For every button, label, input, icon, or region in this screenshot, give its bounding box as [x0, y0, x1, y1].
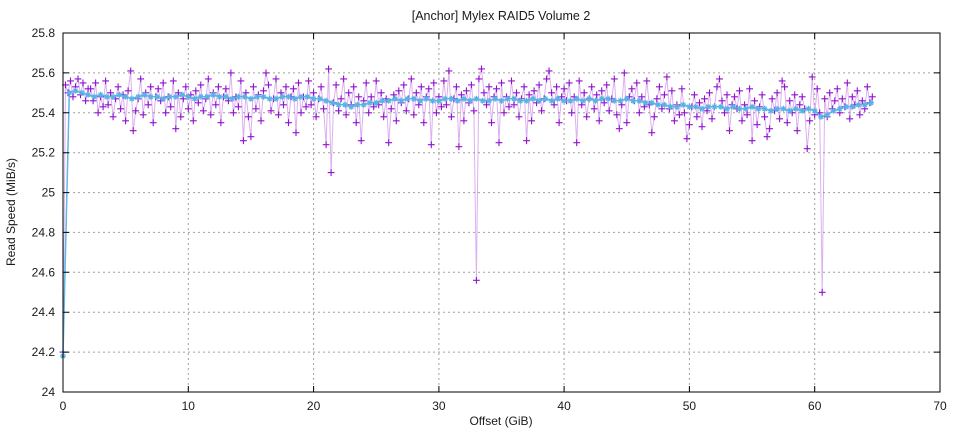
x-axis-label: Offset (GiB)	[469, 414, 532, 428]
x-tick-label: 10	[182, 399, 196, 413]
y-tick-label: 25	[42, 186, 56, 200]
y-tick-label: 25.2	[32, 146, 56, 160]
series	[59, 65, 876, 360]
x-tick-label: 70	[933, 399, 947, 413]
y-tick-label: 25.8	[32, 26, 56, 40]
y-tick-label: 24.8	[32, 225, 56, 239]
tick-labels: 0 10 20 30 40 50 60 70 24 24.2 24.4 24.6 24.8 25 25.2 2…	[32, 26, 947, 413]
y-tick-label: 25.4	[32, 106, 56, 120]
y-axis-label: Read Speed (MiB/s)	[4, 158, 18, 266]
x-tick-label: 20	[307, 399, 321, 413]
y-tick-label: 24.2	[32, 345, 56, 359]
y-tick-label: 24.4	[32, 305, 56, 319]
y-tick-label: 24	[42, 385, 56, 399]
x-tick-label: 40	[557, 399, 571, 413]
y-tick-label: 25.6	[32, 66, 56, 80]
x-tick-label: 0	[60, 399, 67, 413]
y-tick-label: 24.6	[32, 265, 56, 279]
x-tick-label: 60	[808, 399, 822, 413]
x-tick-label: 50	[683, 399, 697, 413]
series-moving-average	[60, 87, 875, 360]
plot-frame	[62, 32, 941, 393]
chart-title: [Anchor] Mylex RAID5 Volume 2	[412, 9, 591, 23]
x-tick-label: 30	[432, 399, 446, 413]
